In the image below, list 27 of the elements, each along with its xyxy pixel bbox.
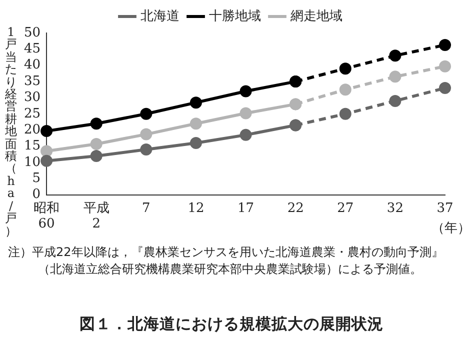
- x-tick-label: 7: [142, 200, 150, 216]
- x-tick-label: 32: [386, 200, 404, 216]
- y-tick-label: 5: [32, 170, 41, 186]
- y-tick-label: 15: [24, 138, 41, 154]
- x-tick-label: 27: [337, 200, 354, 216]
- x-tick-label: 平成 2: [83, 200, 110, 232]
- x-tick-label: 12: [188, 200, 204, 216]
- y-tick-label: 0: [32, 187, 41, 202]
- y-tick-label: 10: [24, 154, 41, 170]
- legend-label: 網走地域: [289, 8, 342, 24]
- text: 1戸当たり経営耕地面積（ha/戸）: [5, 25, 17, 238]
- x-tick-label: 昭和 60: [34, 200, 60, 232]
- x-axis-title: （年）: [432, 220, 463, 236]
- y-tick-label: 50: [24, 25, 41, 40]
- y-tick-label: 40: [24, 58, 41, 73]
- x-tick-label: 22: [287, 200, 304, 216]
- legend-label: 北海道: [140, 8, 180, 24]
- legend-label: 十勝地域: [208, 8, 261, 24]
- text: 注）平成22年以降は，『農林業センサスを用いた北海道農業・農村の動向予測』（北海道立総合研究機構農業研究本部中央農業試験場）による予測値。: [8, 244, 444, 278]
- x-tick-label: 37: [436, 200, 454, 216]
- y-tick-label: 25: [24, 106, 41, 122]
- x-tick-label: 17: [238, 200, 254, 216]
- y-tick-label: 35: [24, 74, 41, 89]
- y-tick-label: 45: [24, 42, 41, 57]
- text: 図１．北海道における規模拡大の展開状況: [78, 314, 384, 335]
- y-tick-label: 20: [24, 122, 41, 138]
- y-tick-label: 30: [24, 90, 41, 106]
